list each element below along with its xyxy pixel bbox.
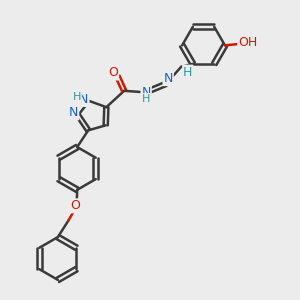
Text: N: N <box>79 93 88 106</box>
Text: H: H <box>141 94 150 104</box>
Text: N: N <box>69 106 78 119</box>
Text: N: N <box>142 86 151 99</box>
Text: O: O <box>108 67 118 80</box>
Text: O: O <box>70 200 80 212</box>
Text: OH: OH <box>238 36 257 49</box>
Text: H: H <box>73 92 81 102</box>
Text: N: N <box>164 72 173 85</box>
Text: H: H <box>183 66 193 79</box>
